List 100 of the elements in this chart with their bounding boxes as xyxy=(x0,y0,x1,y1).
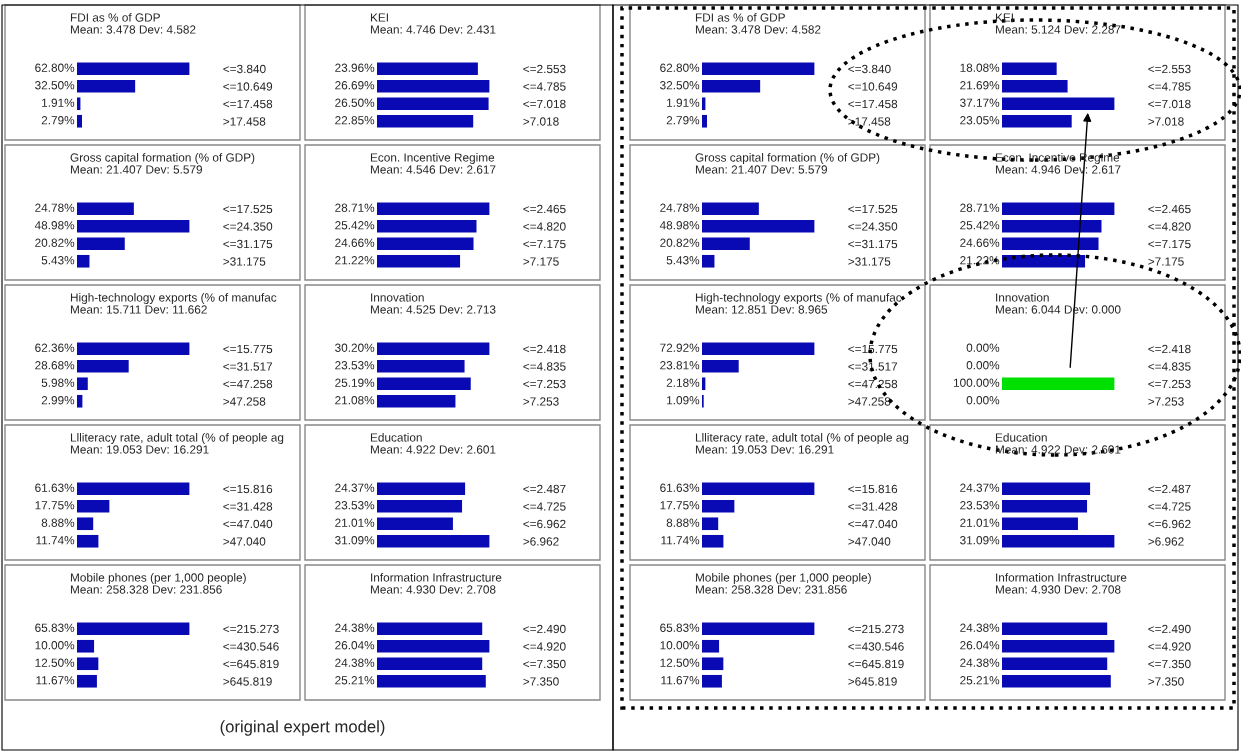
data-label: 2.18% xyxy=(666,378,700,387)
y-tick-label: <=4.835 xyxy=(523,362,566,371)
bar xyxy=(1002,97,1115,111)
y-tick-label: <=15.775 xyxy=(223,344,273,354)
chart-title: Innovation xyxy=(996,293,1049,302)
y-tick-label: >7.175 xyxy=(1148,257,1184,266)
chart-title: Mobile phones (per 1,000 people) xyxy=(70,573,246,585)
y-tick-label: >31.175 xyxy=(848,257,891,266)
bar xyxy=(702,202,759,216)
bar xyxy=(377,237,474,251)
data-label: 5.43% xyxy=(41,256,75,265)
chart-title: Education xyxy=(995,433,1047,442)
chart-subtitle: Mean: 21.407 Dev: 5.579 xyxy=(695,165,828,174)
bar xyxy=(377,219,477,233)
chart-title: KEI xyxy=(995,13,1013,22)
chart-title: Information Infrastructure xyxy=(996,573,1127,582)
y-tick-label: <=7.175 xyxy=(1148,239,1191,249)
y-tick-label: <=31.175 xyxy=(223,239,273,249)
data-label: 12.50% xyxy=(35,658,75,667)
y-tick-label: <=2.465 xyxy=(523,204,566,214)
data-label: 20.82% xyxy=(660,238,700,247)
y-tick-label: <=47.258 xyxy=(848,379,898,389)
data-label: 37.17% xyxy=(960,98,1000,107)
y-tick-label: >7.175 xyxy=(523,257,559,266)
data-label: 61.63% xyxy=(35,483,75,492)
y-tick-label: >7.018 xyxy=(1148,117,1184,126)
y-tick-label: >7.253 xyxy=(523,397,559,406)
data-label: 1.09% xyxy=(667,396,700,405)
bar xyxy=(77,534,99,548)
data-label: 30.20% xyxy=(335,343,375,352)
chart-title: High-technology exports (% of manufac xyxy=(695,293,902,305)
y-tick-label: <=17.525 xyxy=(848,204,898,214)
bar xyxy=(702,622,815,636)
y-tick-label: >17.458 xyxy=(223,117,266,126)
y-tick-label: <=2.418 xyxy=(1148,344,1191,354)
y-tick-label: <=17.458 xyxy=(223,99,273,109)
y-tick-label: <=2.553 xyxy=(1148,64,1191,74)
data-label: 24.37% xyxy=(335,483,375,492)
bar xyxy=(377,79,490,93)
data-label: 28.71% xyxy=(335,203,375,212)
data-label: 10.00% xyxy=(660,641,700,650)
data-label: 23.53% xyxy=(335,361,375,370)
bar xyxy=(377,62,478,76)
y-tick-label: <=7.253 xyxy=(1148,379,1191,389)
data-label: 22.85% xyxy=(335,116,375,125)
bar xyxy=(1002,79,1068,93)
chart-subtitle: Mean: 4.746 Dev: 2.431 xyxy=(370,25,496,34)
y-tick-label: <=7.350 xyxy=(523,659,566,669)
data-label: 18.08% xyxy=(960,63,1000,72)
y-tick-label: <=31.517 xyxy=(848,362,898,371)
data-label: 11.67% xyxy=(36,676,75,685)
bar xyxy=(1002,219,1102,233)
data-label: 48.98% xyxy=(34,221,75,230)
bar xyxy=(702,499,735,513)
data-label: 28.71% xyxy=(960,203,1000,212)
data-label: 25.19% xyxy=(335,378,375,387)
data-label: 26.04% xyxy=(960,641,1000,650)
data-label: 23.05% xyxy=(960,116,1000,125)
bar xyxy=(377,499,463,513)
bar xyxy=(702,97,706,111)
data-label: 25.42% xyxy=(335,221,375,230)
y-tick-label: <=15.816 xyxy=(223,484,273,494)
bar xyxy=(1002,499,1088,513)
bar xyxy=(377,534,490,548)
chart-title: KEI xyxy=(370,13,388,22)
bar xyxy=(1002,517,1078,531)
data-label: 24.78% xyxy=(35,203,75,212)
y-tick-label: <=4.785 xyxy=(523,82,566,91)
data-label: 48.98% xyxy=(659,221,700,230)
y-tick-label: <=17.458 xyxy=(848,99,898,109)
data-label: 11.74% xyxy=(36,536,75,545)
y-tick-label: <=2.553 xyxy=(523,64,566,74)
data-label: 62.80% xyxy=(660,63,700,72)
y-tick-label: <=2.490 xyxy=(523,624,566,634)
data-label: 31.09% xyxy=(335,536,375,545)
bar xyxy=(377,114,474,128)
bar xyxy=(1002,62,1057,76)
data-label: 62.36% xyxy=(35,343,75,352)
y-tick-label: >6.962 xyxy=(523,537,559,546)
y-tick-label: <=31.428 xyxy=(848,502,898,511)
bar xyxy=(77,674,97,688)
y-tick-label: >7.350 xyxy=(1148,677,1184,686)
data-label: 26.69% xyxy=(335,81,375,90)
y-tick-label: <=10.649 xyxy=(848,82,898,91)
chart-title: Gross capital formation (% of GDP) xyxy=(70,153,255,165)
y-tick-label: <=7.253 xyxy=(523,379,566,389)
y-tick-label: <=430.546 xyxy=(223,642,279,651)
bar xyxy=(77,657,99,671)
y-tick-label: <=15.816 xyxy=(848,484,898,494)
y-tick-label: <=47.040 xyxy=(223,519,273,529)
y-tick-label: >17.458 xyxy=(848,117,891,126)
text: (original expert model) xyxy=(220,720,385,736)
bar xyxy=(77,342,190,356)
data-label: 23.96% xyxy=(335,63,375,72)
chart-subtitle: Mean: 4.546 Dev: 2.617 xyxy=(370,165,496,174)
y-tick-label: <=24.350 xyxy=(848,222,898,231)
chart-subtitle: Mean: 3.478 Dev: 4.582 xyxy=(70,25,196,34)
bar xyxy=(77,97,81,111)
data-label: 25.21% xyxy=(960,676,1000,685)
data-label: 17.75% xyxy=(35,501,75,510)
